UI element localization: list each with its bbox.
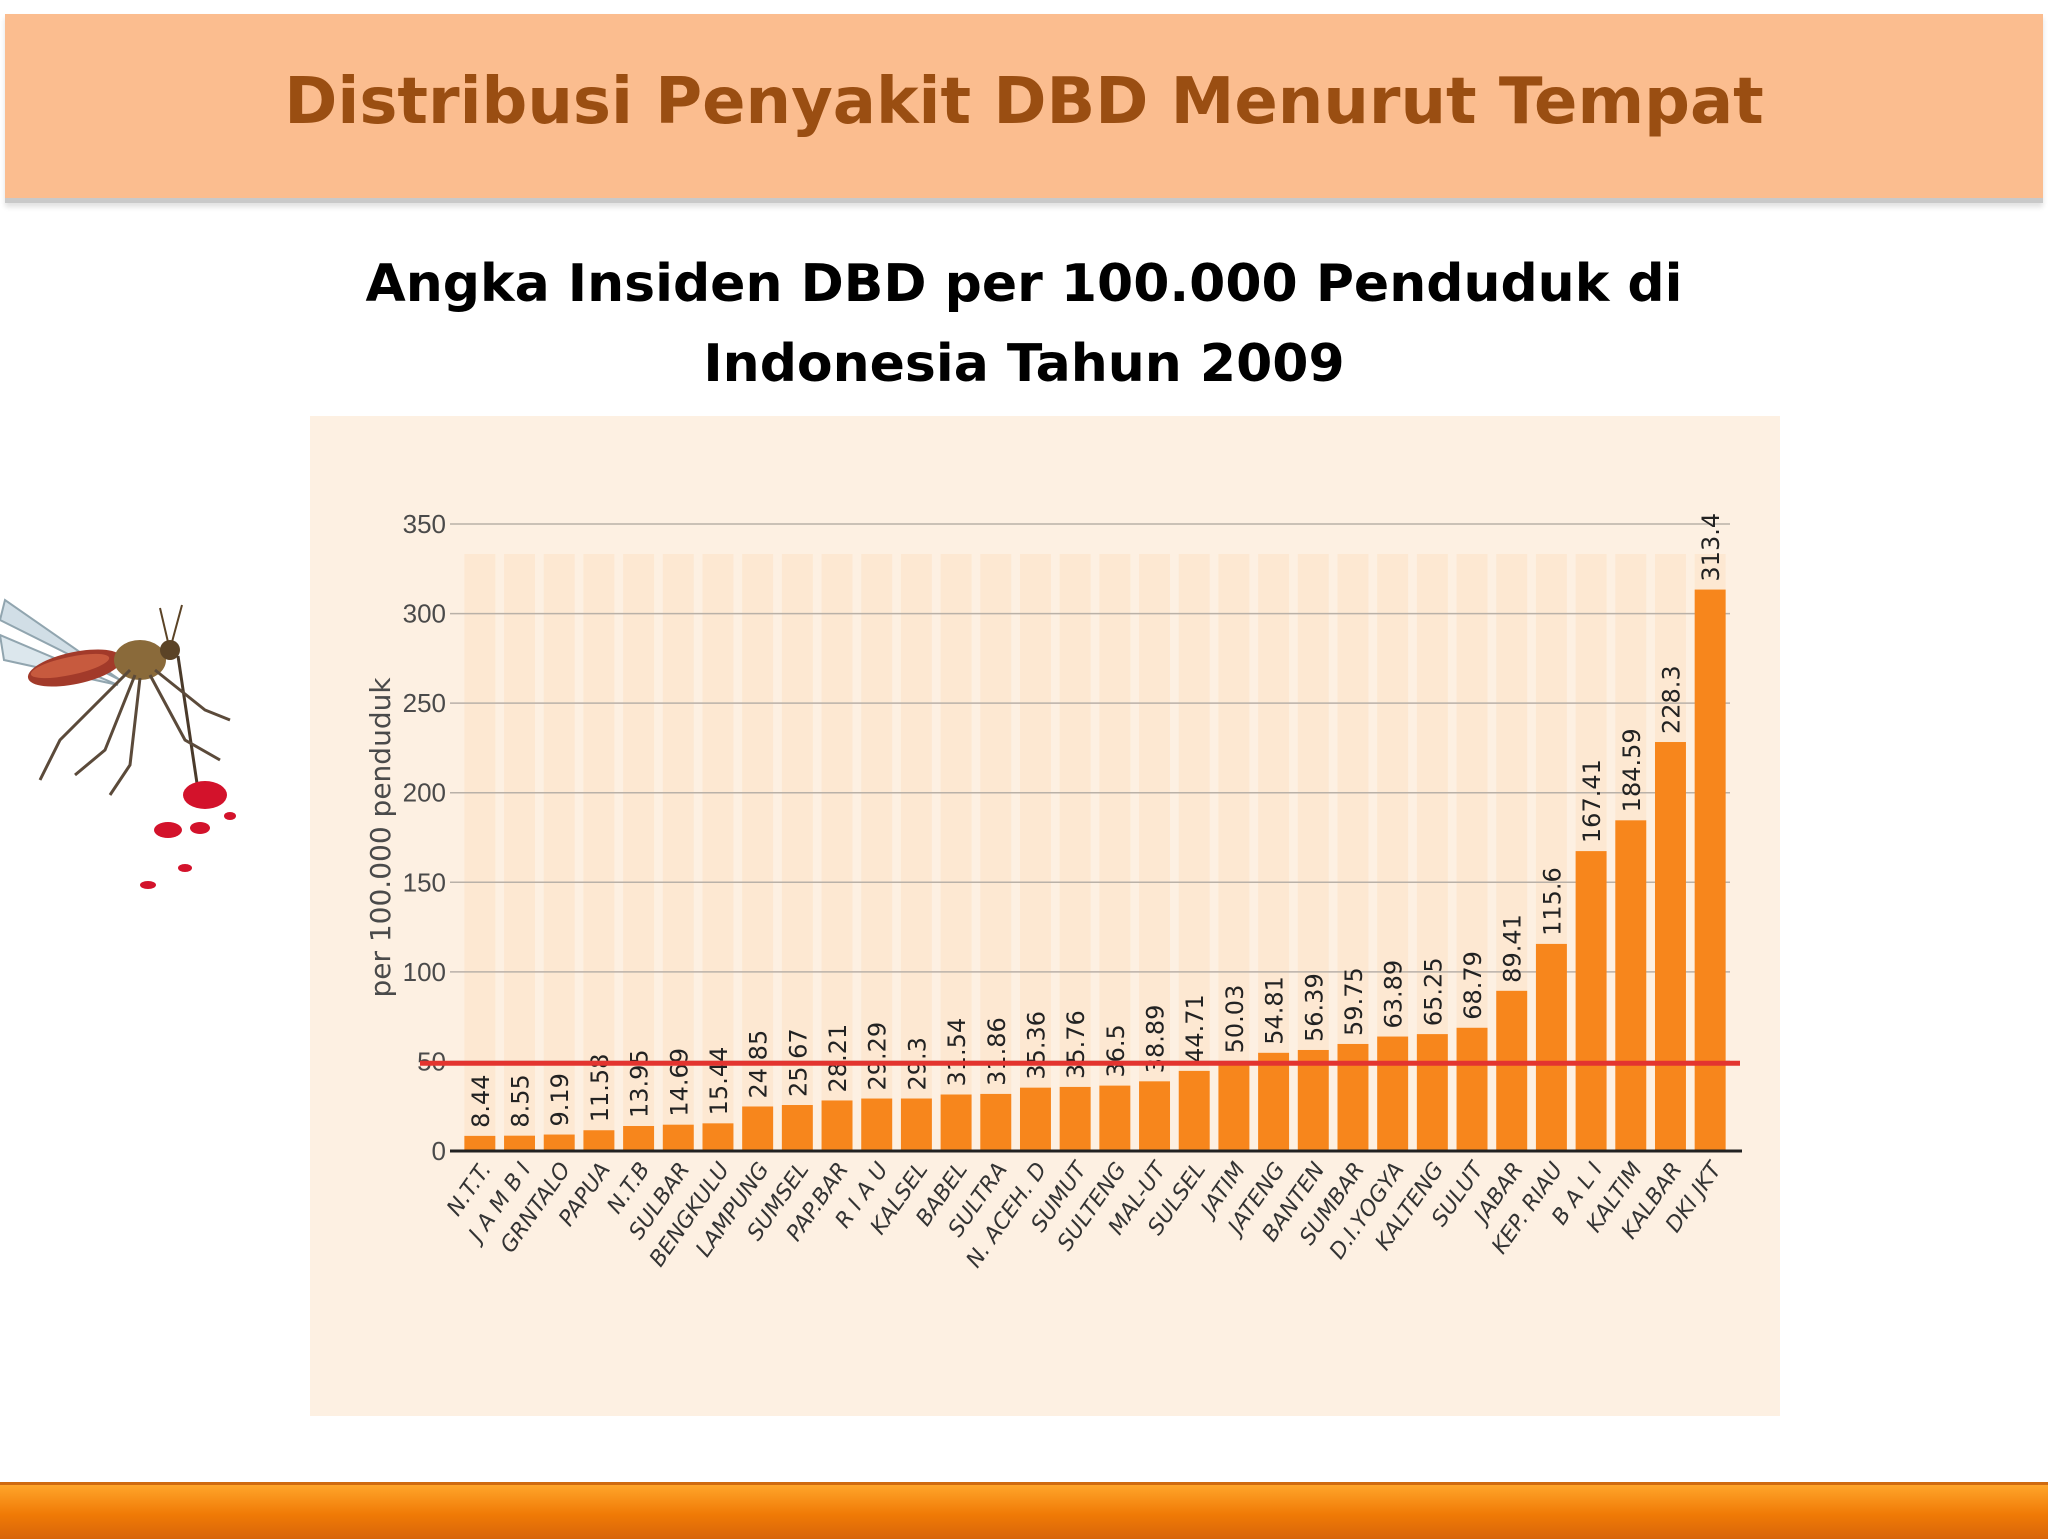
data-label: 31.86	[983, 1017, 1011, 1086]
bar	[821, 1100, 853, 1151]
chart-heading-line-2: Indonesia Tahun 2009	[703, 334, 1345, 394]
column-shade	[781, 554, 813, 1151]
bar	[1694, 589, 1726, 1151]
column-shade	[1099, 554, 1131, 1151]
bar	[543, 1134, 575, 1151]
data-label: 35.36	[1022, 1011, 1050, 1080]
bar	[900, 1098, 932, 1151]
bar	[504, 1135, 536, 1151]
bar	[1377, 1036, 1409, 1151]
y-tick-label: 100	[403, 957, 446, 987]
data-label: 8.44	[467, 1074, 495, 1127]
y-axis-label: per 100.000 penduduk	[364, 677, 397, 998]
bar	[1337, 1043, 1369, 1151]
column-shade	[980, 554, 1012, 1151]
column-shade	[1019, 554, 1051, 1151]
data-label: 36.5	[1102, 1024, 1130, 1077]
bar	[1496, 990, 1528, 1151]
bar-chart: 050100150200250300350per 100.000 pendudu…	[364, 509, 1742, 1273]
bar	[1178, 1070, 1210, 1151]
data-label: 44.71	[1181, 994, 1209, 1063]
bar	[940, 1094, 972, 1151]
column-shade	[1258, 554, 1290, 1151]
data-label: 15.44	[705, 1047, 733, 1116]
y-tick-label: 350	[403, 509, 446, 539]
data-label: 29.29	[864, 1022, 892, 1091]
data-label: 50.03	[1221, 985, 1249, 1054]
column-shade	[464, 554, 496, 1151]
mosquito-illustration	[0, 598, 236, 889]
data-label: 184.59	[1618, 728, 1646, 812]
chart-heading-line-1: Angka Insiden DBD per 100.000 Penduduk d…	[365, 254, 1683, 314]
bar	[742, 1106, 774, 1151]
bar	[702, 1123, 734, 1151]
bar	[1258, 1052, 1290, 1151]
bar	[662, 1124, 694, 1151]
data-label: 65.25	[1419, 957, 1447, 1026]
column-shade	[1059, 554, 1091, 1151]
data-label: 54.81	[1261, 976, 1289, 1045]
bar	[980, 1093, 1012, 1151]
data-label: 59.75	[1340, 967, 1368, 1036]
data-label: 115.6	[1538, 867, 1566, 936]
bar	[1297, 1049, 1329, 1151]
bar	[1099, 1085, 1131, 1151]
bar	[1139, 1081, 1171, 1151]
data-label: 167.41	[1578, 759, 1606, 843]
bar	[861, 1098, 893, 1151]
data-label: 68.79	[1459, 951, 1487, 1020]
slide-title: Distribusi Penyakit DBD Menurut Tempat	[284, 65, 1764, 139]
bar	[1218, 1061, 1250, 1151]
data-label: 35.76	[1062, 1010, 1090, 1079]
footer-band	[0, 1482, 2048, 1539]
title-band: Distribusi Penyakit DBD Menurut Tempat	[5, 14, 2043, 203]
bar	[1456, 1027, 1488, 1151]
bar	[1535, 943, 1567, 1151]
y-tick-label: 300	[403, 599, 446, 629]
y-tick-label: 200	[403, 778, 446, 808]
data-label: 228.3	[1657, 665, 1685, 734]
column-shade	[504, 554, 536, 1151]
column-shade	[1218, 554, 1250, 1151]
column-shade	[583, 554, 615, 1151]
data-label: 63.89	[1380, 960, 1408, 1029]
column-shade	[940, 554, 972, 1151]
bar	[1654, 742, 1686, 1151]
column-shade	[623, 554, 655, 1151]
bar	[623, 1126, 655, 1151]
column-shade	[662, 554, 694, 1151]
column-shade	[543, 554, 575, 1151]
bar	[1575, 851, 1607, 1151]
bar	[583, 1130, 615, 1151]
column-shade	[1178, 554, 1210, 1151]
bar	[1615, 820, 1647, 1151]
bar	[1019, 1087, 1051, 1151]
bar	[464, 1135, 496, 1151]
data-label: 313.4	[1697, 513, 1725, 582]
data-label: 89.41	[1499, 914, 1527, 983]
column-shade	[702, 554, 734, 1151]
column-shade	[861, 554, 893, 1151]
data-label: 56.39	[1300, 973, 1328, 1042]
bar	[1059, 1086, 1091, 1151]
column-shade	[742, 554, 774, 1151]
y-tick-label: 150	[403, 867, 446, 897]
data-label: 31.54	[943, 1018, 971, 1087]
bar	[1416, 1034, 1448, 1151]
column-shade	[821, 554, 853, 1151]
data-label: 13.95	[626, 1049, 654, 1118]
data-label: 14.69	[665, 1048, 693, 1117]
y-tick-label: 250	[403, 688, 446, 718]
column-shade	[900, 554, 932, 1151]
column-shade	[1139, 554, 1171, 1151]
y-tick-label: 0	[432, 1136, 446, 1166]
chart-heading: Angka Insiden DBD per 100.000 Penduduk d…	[0, 244, 2048, 404]
bar	[781, 1105, 813, 1151]
data-label: 8.55	[507, 1074, 535, 1127]
data-label: 9.19	[546, 1073, 574, 1126]
data-label: 28.21	[824, 1024, 852, 1093]
